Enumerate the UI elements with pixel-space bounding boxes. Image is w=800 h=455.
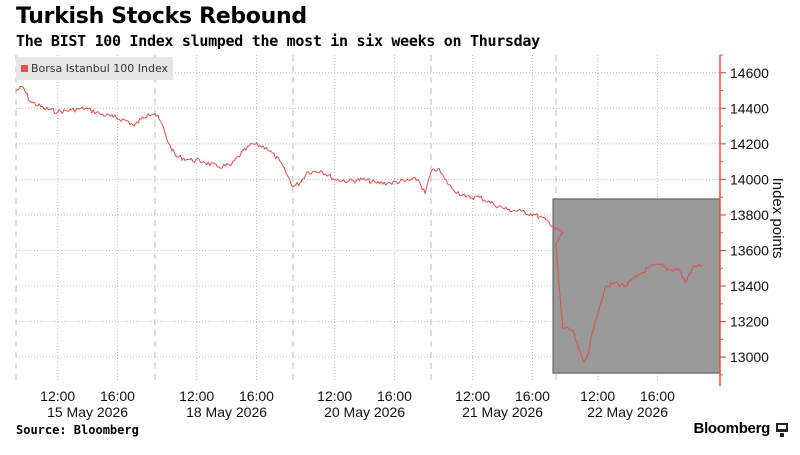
x-time-label: 16:00 (515, 388, 550, 404)
y-tick-label: 14000 (730, 171, 769, 187)
x-date-label: 21 May 2026 (462, 404, 543, 420)
y-tick-label: 13000 (730, 349, 769, 365)
legend: Borsa Istanbul 100 Index (16, 57, 173, 80)
y-tick-label: 14600 (730, 65, 769, 81)
x-time-label: 12:00 (179, 388, 214, 404)
bloomberg-terminal-icon (776, 423, 788, 437)
x-time-label: 12:00 (317, 388, 352, 404)
highlight-box (552, 198, 721, 374)
legend-label: Borsa Istanbul 100 Index (31, 62, 169, 75)
brand-logo: Bloomberg (693, 420, 771, 437)
y-tick-label: 13800 (730, 207, 769, 223)
x-date-label: 18 May 2026 (186, 404, 267, 420)
y-axis-label: Index points (769, 178, 786, 259)
x-time-label: 16:00 (100, 388, 135, 404)
y-tick-label: 13200 (730, 314, 769, 330)
x-time-label: 16:00 (640, 388, 675, 404)
x-date-label: 22 May 2026 (587, 404, 668, 420)
y-tick-label: 14400 (730, 100, 769, 116)
x-date-label: 15 May 2026 (47, 404, 128, 420)
series-line-bist100 (15, 85, 703, 363)
legend-swatch (21, 65, 28, 72)
y-tick-label: 13600 (730, 242, 769, 258)
x-time-label: 12:00 (580, 388, 615, 404)
source-note: Source: Bloomberg (16, 423, 139, 437)
x-time-label: 12:00 (40, 388, 75, 404)
chart-title: Turkish Stocks Rebound (16, 4, 307, 29)
y-tick-label: 13400 (730, 278, 769, 294)
x-time-label: 12:00 (455, 388, 490, 404)
x-date-label: 20 May 2026 (324, 404, 405, 420)
y-tick-label: 14200 (730, 136, 769, 152)
x-time-label: 16:00 (239, 388, 274, 404)
x-time-label: 16:00 (377, 388, 412, 404)
chart-subtitle: The BIST 100 Index slumped the most in s… (16, 32, 540, 50)
